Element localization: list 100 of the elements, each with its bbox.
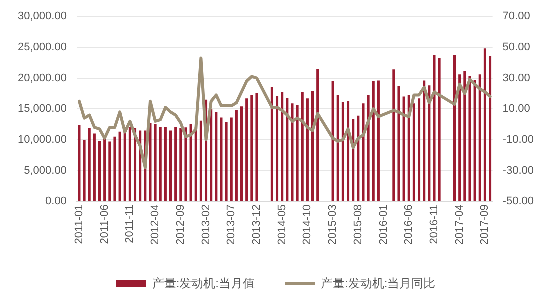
bar: [270, 88, 274, 202]
bar: [357, 116, 360, 202]
x-tick-label: 2016-06: [403, 204, 416, 246]
bar: [301, 92, 304, 202]
y2-tick-label: -50.00: [502, 196, 534, 208]
x-tick-label: 2015-08: [352, 204, 364, 246]
bar: [489, 56, 492, 202]
bar: [164, 127, 167, 202]
x-tick-label: 2016-11: [428, 204, 441, 244]
bar: [392, 70, 396, 202]
bar: [412, 104, 416, 202]
bar: [454, 55, 456, 202]
x-tick-label: 2017-04: [454, 204, 466, 246]
y-tick-label: 10,000.00: [18, 134, 67, 146]
bar: [408, 96, 410, 202]
bar: [458, 74, 462, 202]
bar: [98, 141, 102, 202]
bar: [478, 74, 482, 202]
bar: [398, 86, 400, 202]
bar: [286, 98, 289, 202]
y-tick-label: 0.00: [46, 196, 67, 208]
bar: [464, 71, 466, 202]
y-tick-label: 5,000.00: [24, 164, 67, 177]
legend-label: 产量:发动机:当月值: [152, 276, 256, 290]
bar: [225, 122, 228, 202]
bar: [194, 128, 198, 202]
bar: [291, 104, 294, 202]
x-tick-label: 2012-04: [150, 204, 162, 246]
bar: [93, 134, 96, 202]
bar: [88, 128, 91, 202]
bar: [169, 130, 172, 202]
bar: [367, 96, 370, 202]
y-tick-label: 20,000.00: [18, 72, 67, 84]
x-tick-label: 2015-03: [327, 204, 340, 246]
x-tick-label: 2011-01: [74, 204, 86, 244]
y-tick-label: 30,000.00: [18, 10, 67, 23]
bar: [423, 80, 426, 202]
bar: [220, 118, 223, 202]
y2-tick-label: -30.00: [502, 164, 534, 177]
y-tick-label: 25,000.00: [18, 41, 67, 54]
bar: [296, 105, 299, 202]
bar: [184, 128, 188, 202]
bar: [484, 48, 486, 202]
bar: [332, 81, 334, 202]
bar: [108, 142, 112, 202]
bar: [418, 98, 421, 202]
bar: [215, 112, 218, 202]
x-tick-label: 2013-12: [251, 204, 264, 246]
bar: [83, 140, 86, 202]
bar: [210, 109, 213, 202]
bar: [362, 104, 365, 202]
x-tick-label: 2013-07: [226, 204, 238, 246]
bar: [240, 106, 244, 202]
bar: [316, 69, 320, 202]
bar: [250, 96, 254, 202]
bar: [428, 86, 431, 202]
bar: [149, 123, 152, 202]
y2-tick-label: 50.00: [502, 41, 530, 54]
bar: [438, 58, 441, 202]
bar: [200, 120, 202, 202]
y2-tick-label: 10.00: [502, 103, 530, 116]
y2-tick-label: 70.00: [502, 10, 530, 23]
y2-tick-label: -10.00: [502, 134, 534, 146]
bar: [276, 96, 279, 202]
x-tick-label: 2016-01: [378, 204, 390, 246]
bar: [372, 81, 375, 202]
bar: [235, 110, 238, 202]
bar: [474, 80, 476, 202]
x-tick-label: 2011-06: [98, 204, 111, 244]
bar: [281, 92, 284, 202]
x-tick-label: 2014-05: [276, 204, 288, 246]
bar: [128, 127, 132, 202]
y-tick-label: 15,000.00: [18, 103, 67, 116]
bar: [246, 98, 248, 202]
bar: [154, 124, 157, 202]
bar: [347, 101, 350, 202]
x-tick-label: 2013-02: [200, 204, 212, 246]
bar: [230, 118, 233, 202]
bar: [433, 55, 436, 202]
bar: [336, 96, 340, 202]
bar: [180, 128, 182, 202]
bar: [402, 96, 406, 202]
bar: [159, 127, 162, 202]
x-tick-label: 2014-10: [302, 204, 314, 246]
bar: [118, 132, 122, 202]
legend-label: 产量:发动机:当月同比: [321, 276, 436, 290]
x-tick-label: 2012-09: [174, 204, 187, 246]
bar: [190, 124, 192, 202]
bar: [104, 138, 106, 202]
y2-tick-label: 30.00: [502, 72, 530, 84]
x-tick-label: 2011-11: [124, 204, 136, 244]
bar: [174, 127, 178, 202]
bar: [342, 102, 344, 202]
bar: [78, 125, 81, 202]
bar: [312, 91, 314, 202]
bar: [114, 136, 116, 202]
bar: [306, 98, 309, 202]
bar: [377, 80, 380, 202]
bar: [468, 76, 472, 202]
x-tick-label: 2017-09: [479, 204, 492, 246]
